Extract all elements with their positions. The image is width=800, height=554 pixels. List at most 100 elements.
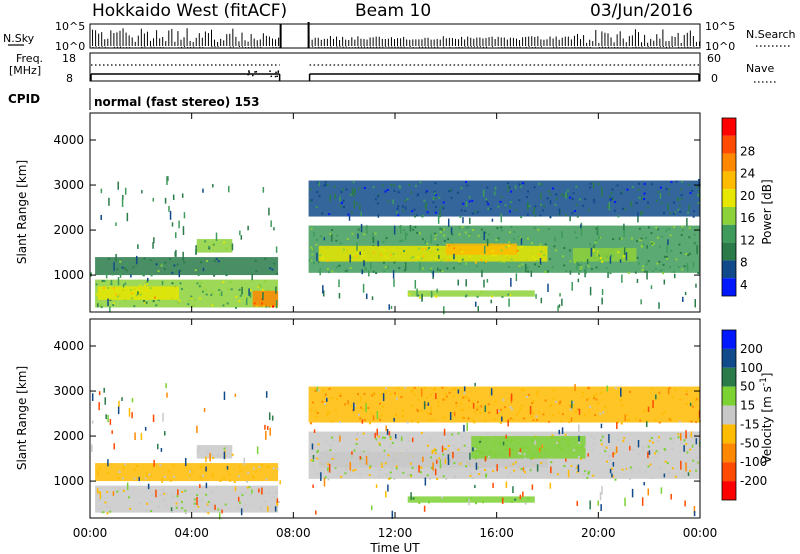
heat-speckle (576, 471, 579, 474)
heat-speckle (309, 188, 312, 191)
noise-search-dot (373, 46, 375, 48)
heat-sparse-echo (619, 259, 622, 263)
heat-speckle (197, 505, 200, 508)
heat-speckle (106, 490, 109, 493)
heat-speckle (616, 184, 619, 187)
heat-speckle (670, 181, 673, 184)
heat-speckle (458, 226, 461, 229)
freq-lines (90, 64, 700, 81)
heat-speckle (259, 506, 262, 509)
velocity-colorbar-box (722, 443, 736, 463)
heat-speckle (568, 420, 571, 423)
heat-speckle (673, 212, 676, 215)
heat-speckle (499, 408, 502, 411)
beam-title: Beam 10 (355, 1, 431, 21)
noise-search-dot (614, 46, 616, 48)
heat-sparse-echo (569, 215, 571, 222)
noise-search-dot (333, 47, 335, 49)
heat-speckle (507, 293, 510, 296)
heat-sparse-echo (623, 247, 626, 255)
heat-speckle (355, 442, 358, 445)
heat-speckle (465, 294, 468, 297)
heat-speckle (638, 227, 641, 230)
heat-sparse-echo (393, 417, 395, 422)
heat-sparse-echo (99, 466, 101, 470)
velocity-colorbar-label: Velocity [m s-1] (759, 373, 774, 464)
heat-speckle (355, 438, 358, 441)
heat-speckle (312, 464, 315, 467)
heat-speckle (647, 260, 650, 263)
heat-speckle (659, 269, 662, 272)
noise-search-dot (312, 46, 314, 48)
heat-speckle (522, 446, 525, 449)
y-tick-label: 1000 (53, 474, 84, 488)
heat-speckle (398, 225, 401, 228)
noise-search-dot (595, 47, 597, 49)
heat-speckle (681, 181, 684, 184)
heat-sparse-echo (393, 225, 396, 235)
heat-speckle (106, 505, 109, 508)
heat-sparse-echo (152, 197, 155, 202)
heat-sparse-echo (507, 419, 509, 427)
heat-sparse-echo (443, 306, 445, 315)
heat-speckle (531, 242, 534, 245)
heat-speckle (628, 390, 631, 393)
noise-search-dot (168, 47, 170, 49)
heat-sparse-echo (439, 208, 441, 218)
heat-speckle (430, 267, 433, 270)
heat-speckle (349, 193, 352, 196)
noise-search-dot (211, 46, 213, 48)
heat-speckle (212, 507, 215, 510)
heat-speckle (668, 387, 671, 390)
heat-speckle (360, 406, 363, 409)
heat-sparse-echo (103, 387, 105, 393)
heat-speckle (485, 200, 488, 203)
heat-speckle (669, 234, 672, 237)
heat-speckle (679, 398, 682, 401)
heat-sparse-echo (374, 432, 376, 439)
noise-search-dot (150, 46, 152, 48)
heat-speckle (622, 207, 625, 210)
heat-sparse-echo (160, 447, 163, 452)
heat-speckle (584, 445, 587, 448)
velocity-colorbar-tick: -200 (740, 474, 767, 488)
y-tick-label: 4000 (53, 133, 84, 147)
heat-speckle (551, 434, 554, 437)
heat-sparse-echo (239, 230, 241, 236)
heat-speckle (472, 229, 475, 232)
heat-speckle (383, 436, 386, 439)
heat-speckle (318, 194, 321, 197)
heat-speckle (410, 191, 413, 194)
heat-sparse-echo (196, 497, 198, 506)
heat-speckle (335, 239, 338, 242)
heat-speckle (324, 403, 327, 406)
heat-speckle (461, 436, 464, 439)
heat-speckle (474, 210, 477, 213)
heat-speckle (510, 408, 513, 411)
heat-speckle (238, 475, 241, 478)
noise-search-dot (156, 47, 158, 49)
heat-sparse-echo (667, 203, 669, 211)
heat-speckle (415, 467, 418, 470)
heat-speckle (102, 511, 105, 514)
heat-speckle (354, 468, 357, 471)
heat-speckle (336, 398, 339, 401)
heat-sparse-echo (275, 286, 277, 294)
date-title: 03/Jun/2016 (590, 1, 693, 21)
heat-speckle (595, 266, 598, 269)
heat-speckle (164, 261, 167, 264)
noise-search-dot (644, 47, 646, 49)
heat-speckle (461, 226, 464, 229)
heat-speckle (681, 268, 684, 271)
heat-speckle (508, 210, 511, 213)
heat-speckle (109, 510, 112, 513)
heat-speckle (665, 229, 668, 232)
heat-speckle (465, 181, 468, 184)
heat-speckle (433, 448, 436, 451)
heat-speckle (640, 244, 643, 247)
heat-speckle (436, 248, 439, 251)
heat-speckle (363, 392, 366, 395)
heat-speckle (453, 475, 456, 478)
heat-sparse-echo (361, 269, 363, 275)
velocity-region-0 (95, 485, 279, 513)
